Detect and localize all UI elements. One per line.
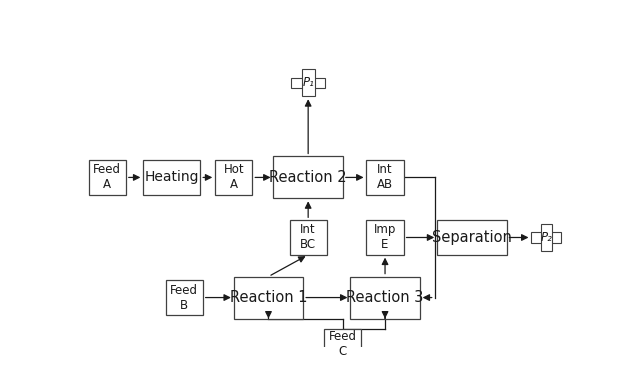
Text: P₁: P₁ [302,76,314,89]
FancyBboxPatch shape [541,224,552,251]
FancyBboxPatch shape [289,220,327,255]
Text: Heating: Heating [145,170,199,184]
FancyBboxPatch shape [301,69,315,96]
FancyBboxPatch shape [350,277,420,319]
Text: Imp
E: Imp E [374,223,396,252]
Text: Feed
A: Feed A [93,163,122,191]
Text: Int
BC: Int BC [300,223,316,252]
Text: P₂: P₂ [540,231,552,244]
FancyBboxPatch shape [531,232,561,243]
FancyBboxPatch shape [273,156,343,199]
FancyBboxPatch shape [437,220,507,255]
Text: Reaction 1: Reaction 1 [230,290,307,305]
Text: Hot
A: Hot A [223,163,244,191]
Text: Reaction 2: Reaction 2 [269,170,347,185]
FancyBboxPatch shape [166,280,203,315]
Text: Reaction 3: Reaction 3 [346,290,424,305]
Text: Feed
B: Feed B [170,284,198,312]
FancyBboxPatch shape [215,160,252,195]
FancyBboxPatch shape [367,220,404,255]
FancyBboxPatch shape [291,78,325,88]
Text: Separation: Separation [432,230,512,245]
FancyBboxPatch shape [367,160,404,195]
Text: Int
AB: Int AB [377,163,393,191]
FancyBboxPatch shape [234,277,303,319]
FancyBboxPatch shape [143,160,200,195]
FancyBboxPatch shape [324,329,362,359]
FancyBboxPatch shape [89,160,126,195]
Text: Feed
C: Feed C [329,330,357,358]
